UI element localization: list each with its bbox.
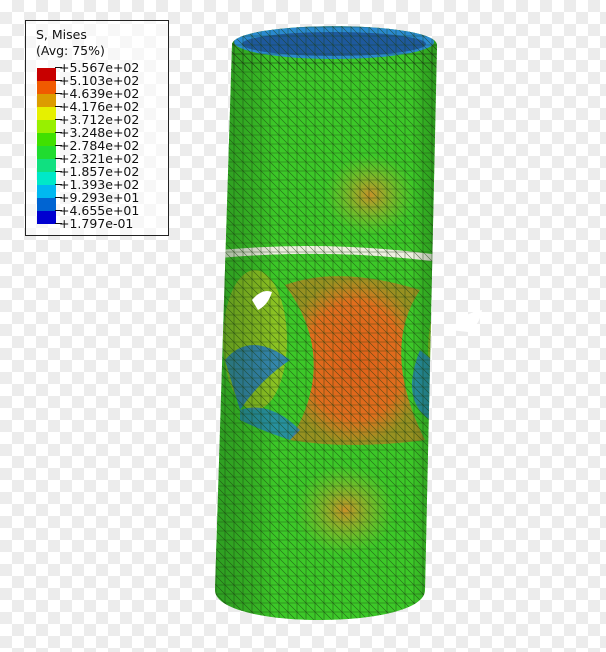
legend-value: +4.655e+01 xyxy=(54,203,140,218)
legend-title: S, Mises xyxy=(36,27,87,42)
hole-left xyxy=(252,291,272,310)
legend-value: +4.639e+02 xyxy=(54,86,140,101)
legend-swatch xyxy=(37,133,56,146)
legend-value: +2.321e+02 xyxy=(54,151,140,166)
legend-value: +5.103e+02 xyxy=(54,73,140,88)
legend-value: +1.797e-01 xyxy=(54,216,134,231)
legend-swatch xyxy=(37,81,56,94)
legend-swatch xyxy=(37,185,56,198)
legend-swatch xyxy=(37,146,56,159)
legend-swatch xyxy=(37,94,56,107)
legend-swatch xyxy=(37,159,56,172)
legend-value: +1.393e+02 xyxy=(54,177,140,192)
legend-swatch xyxy=(37,211,56,224)
hole-right xyxy=(450,310,482,332)
contour-legend: S, Mises (Avg: 75%) +5.567e+02 +5.103e+02… xyxy=(25,20,169,236)
legend-value: +3.248e+02 xyxy=(54,125,140,140)
legend-swatch xyxy=(37,68,56,81)
legend-swatch xyxy=(37,172,56,185)
legend-value: +2.784e+02 xyxy=(54,138,140,153)
legend-value: +9.293e+01 xyxy=(54,190,140,205)
legend-swatch xyxy=(37,107,56,120)
legend-value: +4.176e+02 xyxy=(54,99,140,114)
legend-swatch xyxy=(37,198,56,211)
legend-swatch xyxy=(37,120,56,133)
legend-value: +1.857e+02 xyxy=(54,164,140,179)
legend-value: +5.567e+02 xyxy=(54,60,140,75)
legend-value: +3.712e+02 xyxy=(54,112,140,127)
legend-subtitle: (Avg: 75%) xyxy=(36,43,105,58)
cylinder-body xyxy=(215,26,437,620)
